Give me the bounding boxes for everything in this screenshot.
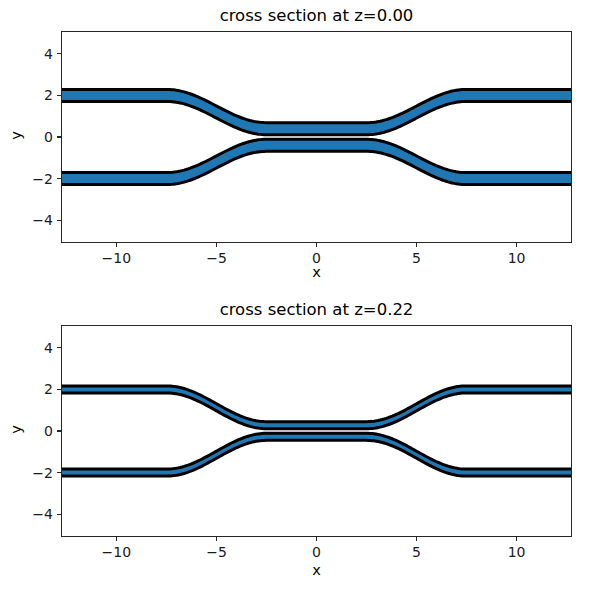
y-tick-mark bbox=[57, 514, 61, 515]
waveguide-top-shape bbox=[62, 89, 571, 134]
waveguide-top-shape bbox=[62, 386, 571, 429]
plot-area bbox=[61, 325, 572, 537]
x-tick-mark bbox=[316, 243, 317, 247]
y-tick-label: −4 bbox=[13, 506, 53, 522]
x-tick-mark bbox=[416, 537, 417, 541]
y-tick-label: −2 bbox=[13, 171, 53, 187]
x-tick-label: 5 bbox=[412, 544, 421, 560]
waveguide-bottom-shape bbox=[62, 139, 571, 184]
x-tick-mark bbox=[216, 537, 217, 541]
x-tick-mark bbox=[516, 243, 517, 247]
y-tick-label: −4 bbox=[13, 212, 53, 228]
y-tick-label: 0 bbox=[13, 423, 53, 439]
x-tick-label: 5 bbox=[412, 250, 421, 266]
y-tick-mark bbox=[57, 347, 61, 348]
y-tick-label: 2 bbox=[13, 381, 53, 397]
x-axis-label: x bbox=[61, 264, 572, 281]
waveguide-cross-section-plot bbox=[62, 32, 571, 242]
y-tick-mark bbox=[57, 430, 61, 431]
x-tick-mark bbox=[416, 243, 417, 247]
x-axis-label: x bbox=[61, 562, 572, 579]
y-tick-mark bbox=[57, 389, 61, 390]
waveguide-bottom-shape bbox=[62, 433, 571, 476]
y-tick-mark bbox=[57, 472, 61, 473]
x-tick-label: −10 bbox=[102, 544, 132, 560]
x-tick-label: −10 bbox=[102, 250, 132, 266]
y-tick-mark bbox=[57, 220, 61, 221]
subplot-title: cross section at z=0.00 bbox=[61, 6, 572, 26]
x-tick-mark bbox=[116, 243, 117, 247]
y-tick-mark bbox=[57, 53, 61, 54]
x-tick-label: −5 bbox=[206, 250, 227, 266]
x-tick-mark bbox=[116, 537, 117, 541]
x-tick-label: 10 bbox=[508, 544, 526, 560]
x-tick-mark bbox=[516, 537, 517, 541]
subplot-title: cross section at z=0.22 bbox=[61, 300, 572, 320]
y-tick-label: 2 bbox=[13, 87, 53, 103]
x-tick-mark bbox=[316, 537, 317, 541]
x-tick-label: −5 bbox=[206, 544, 227, 560]
figure-canvas: cross section at z=0.00 y x cross sectio… bbox=[0, 0, 612, 590]
y-tick-mark bbox=[57, 136, 61, 137]
y-tick-label: 4 bbox=[13, 340, 53, 356]
y-tick-mark bbox=[57, 95, 61, 96]
y-tick-label: 4 bbox=[13, 46, 53, 62]
x-tick-label: 0 bbox=[312, 544, 321, 560]
y-tick-label: −2 bbox=[13, 465, 53, 481]
plot-area bbox=[61, 31, 572, 243]
y-tick-label: 0 bbox=[13, 129, 53, 145]
x-tick-label: 0 bbox=[312, 250, 321, 266]
x-tick-mark bbox=[216, 243, 217, 247]
y-tick-mark bbox=[57, 178, 61, 179]
waveguide-cross-section-plot bbox=[62, 326, 571, 536]
x-tick-label: 10 bbox=[508, 250, 526, 266]
